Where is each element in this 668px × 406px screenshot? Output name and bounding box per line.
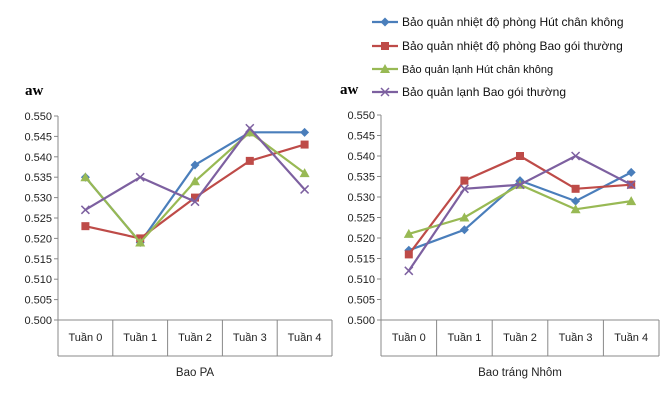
x-tick-label: Tuần 4 [614,332,648,344]
data-point [626,167,636,177]
y-tick-label: 0.505 [347,295,375,307]
y-axis-label: aw [340,82,359,98]
legend-label: Bảo quản nhiệt độ phòng Bao gói thường [402,39,623,53]
data-point [135,237,146,247]
x-axis-title: Bao PA [176,367,214,379]
data-point [404,250,413,259]
data-point [299,168,310,178]
y-tick-label: 0.540 [347,151,375,163]
y-tick-label: 0.510 [347,274,375,286]
data-point [245,123,255,133]
legend-label: Bảo quản nhiệt độ phòng Hút chân không [402,15,624,29]
y-tick-label: 0.505 [24,295,52,307]
y-axis-label: aw [25,83,44,99]
x-tick-label: Tuần 2 [178,332,212,344]
y-tick-label: 0.515 [347,254,375,266]
x-tick-label: Tuần 4 [288,332,322,344]
data-point [244,127,255,137]
data-point [626,196,637,206]
data-point [460,176,469,185]
legend: Bảo quản nhiệt độ phòng Hút chân không Bả… [372,15,624,99]
data-point [190,176,200,186]
y-tick-label: 0.535 [347,172,375,184]
y-tick-label: 0.515 [24,254,52,266]
chart-panel-1: aw 0.500 0.505 0.510 0.515 0.520 0.525 0.530 0.5… [24,83,333,379]
data-point [300,140,309,149]
data-point [190,197,200,207]
data-point [80,205,90,215]
x-tick-label: Tuần 0 [68,332,102,344]
x-tick-label: Tuần 2 [503,332,537,344]
data-point [459,212,470,222]
y-tick-label: 0.530 [24,193,52,205]
x-tick-label: Tuần 1 [123,332,157,344]
data-point [80,172,91,182]
legend-label: Bảo quản lạnh Bao gói thường [402,85,566,99]
data-point [570,204,581,214]
y-tick-label: 0.525 [347,213,375,225]
legend-marker [380,17,390,27]
y-tick-label: 0.550 [347,110,375,122]
y-tick-label: 0.520 [24,233,52,245]
data-point [300,184,310,194]
y-tick-label: 0.500 [347,315,375,327]
data-point [81,222,90,231]
x-tick-label: Tuần 0 [392,332,426,344]
data-point [300,127,310,137]
y-tick-label: 0.500 [24,315,52,327]
legend-marker [380,87,390,97]
y-tick-label: 0.540 [24,152,52,164]
data-point [571,184,580,193]
y-tick-label: 0.510 [24,274,52,286]
y-tick-label: 0.520 [347,233,375,245]
x-tick-label: Tuần 1 [447,332,481,344]
y-tick-label: 0.530 [347,192,375,204]
legend-label: Bảo quản lạnh Hút chân không [402,64,553,76]
data-point [571,151,581,161]
data-point [515,180,525,190]
data-point [404,266,414,276]
data-point [135,172,145,182]
y-tick-label: 0.545 [347,131,375,143]
data-point [245,156,254,165]
x-tick-label: Tuần 3 [559,332,593,344]
y-tick-label: 0.545 [24,131,52,143]
data-point [571,196,581,206]
data-point [626,180,636,190]
y-tick-label: 0.550 [24,111,52,123]
legend-marker [381,42,389,50]
x-axis-title: Bao tráng Nhôm [478,367,562,379]
x-tick-label: Tuần 3 [233,332,267,344]
legend-marker [380,64,390,73]
data-point [191,193,199,202]
data-point [516,152,524,160]
series-line [84,130,306,245]
y-tick-label: 0.535 [24,172,52,184]
series-line [407,154,632,272]
data-point [459,225,469,235]
data-point [403,228,414,238]
chart-panel-2: aw 0.500 0.505 0.510 0.515 0.520 0.525 0.530 0.5… [340,82,660,379]
data-point [190,160,200,170]
data-point [459,184,469,194]
y-tick-label: 0.525 [24,213,52,225]
